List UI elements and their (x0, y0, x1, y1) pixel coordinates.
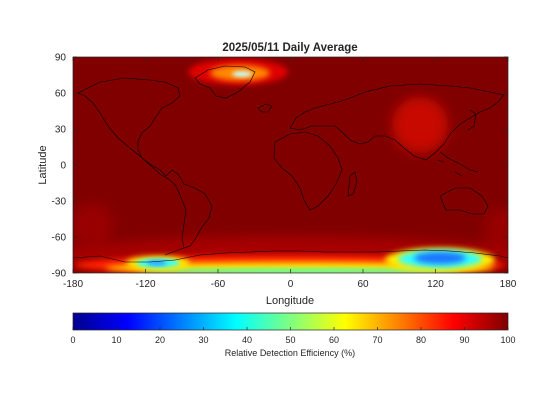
map-plot-area (73, 57, 508, 273)
colorbar-label: Relative Detection Efficiency (%) (225, 348, 355, 358)
x-tick-label: 180 (500, 279, 517, 290)
y-tick-label: -90 (52, 269, 67, 280)
colorbar-tick-label: 60 (329, 335, 339, 345)
x-tick-label: 60 (357, 279, 369, 290)
colorbar-tick-label: 100 (500, 335, 515, 345)
y-tick-label: -60 (52, 233, 67, 244)
x-tick-label: -180 (63, 279, 83, 290)
x-axis-label: Longitude (266, 295, 314, 307)
colorbar-tick-label: 0 (70, 335, 75, 345)
x-tick-label: 120 (427, 279, 444, 290)
colorbar-tick-label: 30 (198, 335, 208, 345)
y-axis-ticks: 90 60 30 0 -30 -60 -90 (52, 53, 508, 280)
coastlines (73, 65, 508, 263)
colorbar-tick-label: 20 (155, 335, 165, 345)
colorbar-tick-label: 70 (372, 335, 382, 345)
y-axis-label: Latitude (37, 145, 49, 184)
colorbar-tick-label: 90 (459, 335, 469, 345)
y-tick-label: 30 (55, 125, 67, 136)
y-tick-label: 60 (55, 89, 67, 100)
colorbar-ticks: 0 10 20 30 40 50 60 70 80 90 100 (70, 327, 516, 345)
efficiency-field (73, 59, 508, 273)
colorbar-tick-label: 10 (111, 335, 121, 345)
y-tick-label: -30 (52, 197, 67, 208)
map-title: 2025/05/11 Daily Average (222, 42, 357, 54)
colorbar-tick-label: 50 (285, 335, 295, 345)
x-tick-label: 0 (288, 279, 294, 290)
x-tick-label: -60 (211, 279, 226, 290)
y-tick-label: 90 (55, 53, 67, 64)
colorbar-tick-label: 40 (242, 335, 252, 345)
x-tick-label: -120 (135, 279, 155, 290)
y-tick-label: 0 (60, 161, 66, 172)
x-axis-ticks: -180 -120 -60 0 60 120 180 (63, 57, 517, 290)
colorbar-tick-label: 80 (416, 335, 426, 345)
